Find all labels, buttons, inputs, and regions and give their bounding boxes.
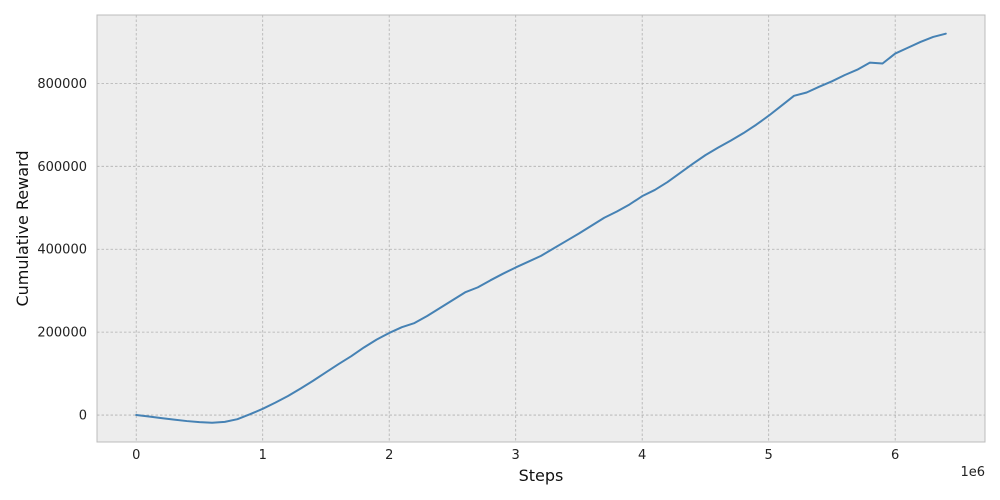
x-tick-label: 3 [512,448,520,463]
y-tick-label: 200000 [37,326,87,341]
plot-area [97,15,985,442]
x-tick-label: 1 [259,448,267,463]
x-tick-label: 5 [765,448,773,463]
plot-frame [96,14,986,443]
series-line [135,32,947,424]
y-axis-ticks: 0 200000 400000 600000 800000 [37,77,87,424]
x-tick-label: 2 [385,448,393,463]
series-layer [135,32,947,424]
x-tick-label: 4 [638,448,646,463]
x-axis-offset-label: 1e6 [960,465,985,480]
x-tick-label: 0 [132,448,140,463]
y-tick-label: 800000 [37,77,87,92]
y-axis-label: Cumulative Reward [13,151,32,307]
x-tick-label: 6 [891,448,899,463]
x-axis-ticks: 0 1 2 3 4 5 6 [132,448,899,463]
x-axis-label: Steps [519,466,564,485]
grid-lines [97,15,985,442]
y-tick-label: 600000 [37,160,87,175]
y-tick-label: 400000 [37,243,87,258]
y-tick-label: 0 [79,409,87,424]
